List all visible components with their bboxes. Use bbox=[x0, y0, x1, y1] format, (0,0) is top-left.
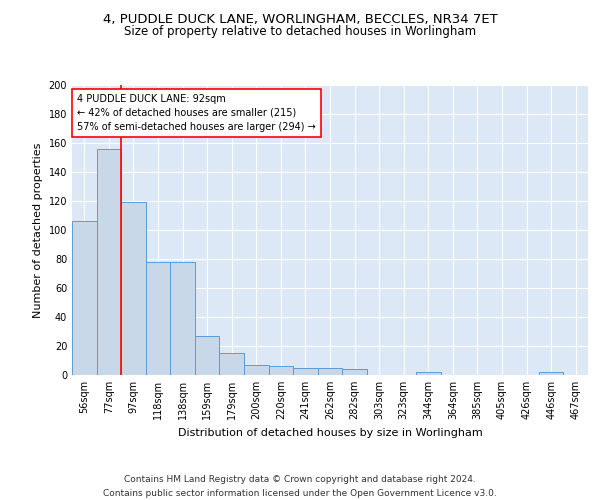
Bar bbox=[539, 372, 563, 375]
Text: Size of property relative to detached houses in Worlingham: Size of property relative to detached ho… bbox=[124, 25, 476, 38]
Bar bbox=[97, 149, 121, 375]
Bar bbox=[416, 372, 440, 375]
Bar bbox=[318, 368, 342, 375]
Bar bbox=[170, 262, 195, 375]
Text: Contains HM Land Registry data © Crown copyright and database right 2024.
Contai: Contains HM Land Registry data © Crown c… bbox=[103, 476, 497, 498]
X-axis label: Distribution of detached houses by size in Worlingham: Distribution of detached houses by size … bbox=[178, 428, 482, 438]
Bar bbox=[342, 369, 367, 375]
Bar bbox=[220, 353, 244, 375]
Bar bbox=[244, 365, 269, 375]
Text: 4 PUDDLE DUCK LANE: 92sqm
← 42% of detached houses are smaller (215)
57% of semi: 4 PUDDLE DUCK LANE: 92sqm ← 42% of detac… bbox=[77, 94, 316, 132]
Bar bbox=[72, 222, 97, 375]
Bar bbox=[121, 202, 146, 375]
Text: 4, PUDDLE DUCK LANE, WORLINGHAM, BECCLES, NR34 7ET: 4, PUDDLE DUCK LANE, WORLINGHAM, BECCLES… bbox=[103, 12, 497, 26]
Bar bbox=[146, 262, 170, 375]
Y-axis label: Number of detached properties: Number of detached properties bbox=[33, 142, 43, 318]
Bar bbox=[195, 336, 220, 375]
Bar bbox=[293, 368, 318, 375]
Bar bbox=[269, 366, 293, 375]
